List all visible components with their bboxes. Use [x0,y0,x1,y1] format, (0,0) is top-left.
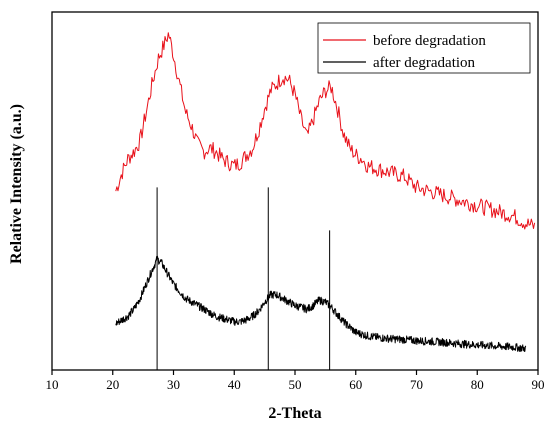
x-tick-label: 80 [471,377,484,392]
x-axis-label: 2-Theta [268,405,321,422]
x-tick-label: 20 [106,377,119,392]
series-line-after-degradation [115,255,527,352]
x-tick-label: 50 [289,377,302,392]
legend: before degradation after degradation [317,22,531,74]
legend-label: after degradation [373,55,476,71]
series-group [115,32,536,352]
reference-lines [156,187,331,370]
y-axis-label: Relative Intensity (a.u.) [8,104,25,264]
legend-label: before degradation [373,33,486,49]
x-tick-label: 60 [349,377,362,392]
legend-box [317,22,531,74]
series-line-before-degradation [115,32,536,230]
x-tick-label: 70 [410,377,423,392]
x-tick-label: 10 [46,377,59,392]
x-tick-label: 90 [532,377,545,392]
x-ticks: 10 20 30 40 50 60 70 80 90 [46,370,545,392]
x-tick-label: 30 [167,377,180,392]
x-tick-label: 40 [228,377,241,392]
